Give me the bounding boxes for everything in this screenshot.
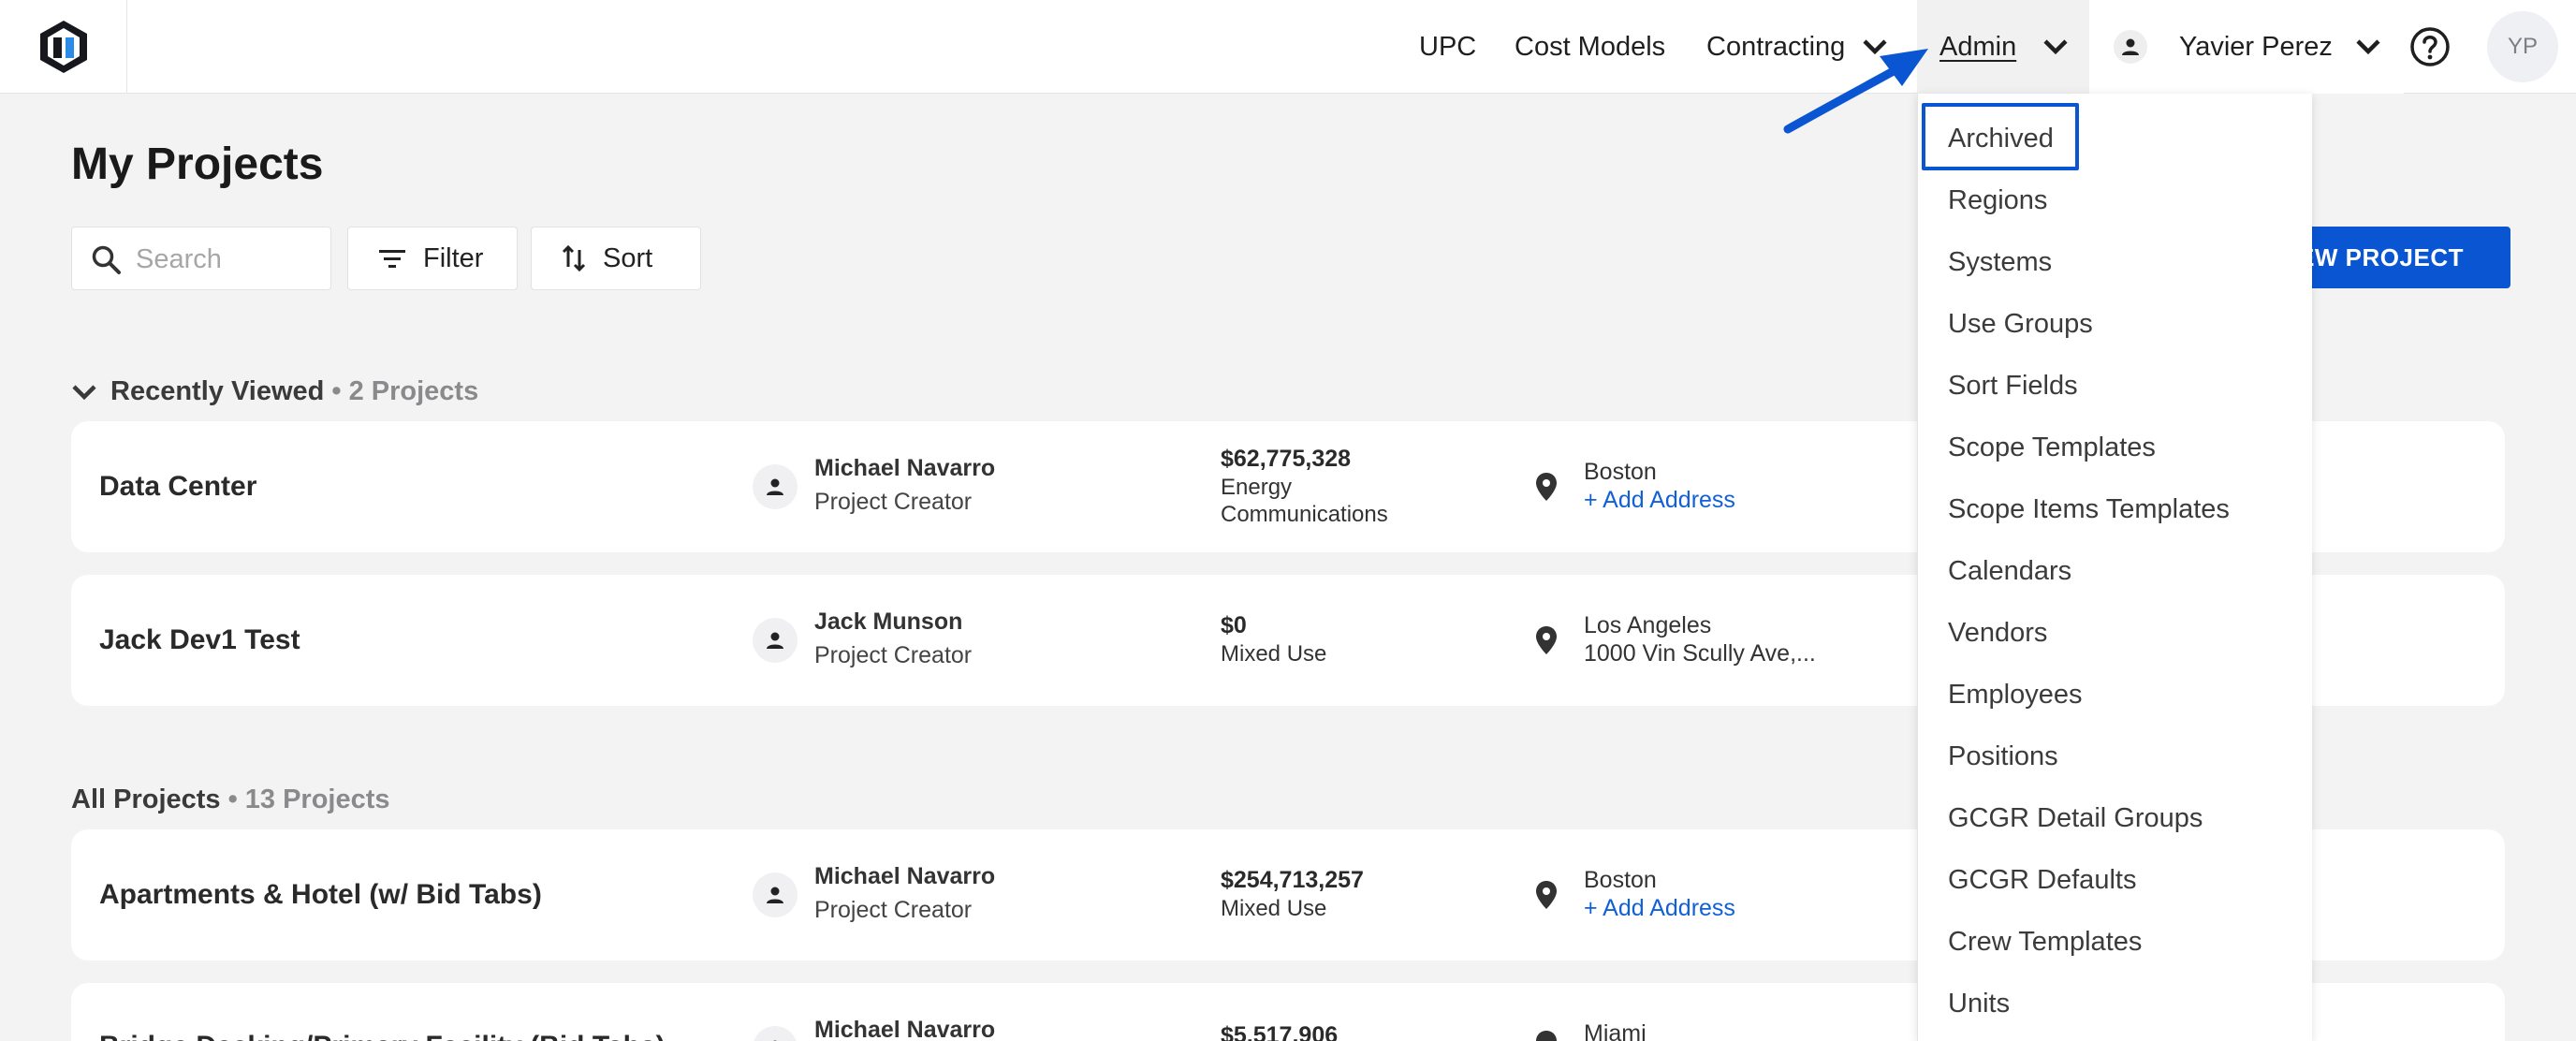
search-input[interactable]	[136, 241, 319, 278]
menu-item-systems[interactable]: Systems	[1948, 246, 2053, 277]
chevron-down-icon	[2355, 34, 2381, 65]
nav-upc-label: UPC	[1419, 31, 1477, 62]
menu-item-gcgr-detail-groups[interactable]: GCGR Detail Groups	[1948, 802, 2203, 833]
project-city: Miami	[1584, 1020, 1647, 1041]
nav-contracting-label: Contracting	[1706, 31, 1846, 62]
nav-contracting[interactable]: Contracting	[1706, 0, 1888, 94]
project-address: 1000 Vin Scully Ave,...	[1584, 640, 1816, 667]
sort-button[interactable]: Sort	[531, 227, 701, 290]
menu-item-regions[interactable]: Regions	[1948, 184, 2048, 215]
app-logo[interactable]	[0, 0, 127, 94]
menu-item-scope-items-templates[interactable]: Scope Items Templates	[1948, 493, 2230, 524]
new-project-label: EW PROJECT	[2298, 242, 2464, 271]
new-project-button[interactable]: EW PROJECT	[2265, 227, 2510, 288]
location-pin-icon	[1536, 473, 1557, 501]
project-type-line: Energy	[1221, 475, 1293, 500]
top-navigation-bar: UPC Cost Models Contracting Admin Yavier…	[0, 0, 2576, 94]
filter-icon	[379, 250, 405, 268]
help-icon[interactable]	[2409, 26, 2451, 67]
nav-cost-models-label: Cost Models	[1515, 31, 1666, 62]
menu-item-units[interactable]: Units	[1948, 988, 2011, 1019]
search-icon	[92, 245, 121, 274]
nav-admin[interactable]: Admin	[1917, 0, 2089, 94]
nav-cost-models[interactable]: Cost Models	[1515, 0, 1665, 94]
user-menu[interactable]: Yavier Perez	[2089, 0, 2404, 94]
user-icon	[753, 618, 798, 663]
project-city: Boston	[1584, 459, 1657, 485]
project-type: Mixed Use	[1221, 641, 1327, 667]
project-role: Project Creator	[814, 642, 973, 668]
menu-item-vendors[interactable]: Vendors	[1948, 617, 2048, 648]
menu-item-gcgr-defaults[interactable]: GCGR Defaults	[1948, 864, 2137, 895]
filter-button[interactable]: Filter	[347, 227, 518, 290]
project-amount: $5,517,906	[1221, 1022, 1339, 1041]
project-type-line: Communications	[1221, 502, 1388, 527]
project-city: Boston	[1584, 867, 1657, 893]
annotation-arrow-icon	[1783, 49, 1928, 134]
project-name: Apartments & Hotel (w/ Bid Tabs)	[99, 879, 542, 910]
menu-item-sort-fields[interactable]: Sort Fields	[1948, 370, 2078, 401]
project-amount: $254,713,257	[1221, 867, 1364, 893]
sort-label: Sort	[603, 242, 653, 273]
all-projects-label: All Projects	[71, 784, 221, 814]
menu-item-employees[interactable]: Employees	[1948, 679, 2083, 710]
project-amount: $0	[1221, 612, 1247, 638]
menu-item-use-groups[interactable]: Use Groups	[1948, 308, 2093, 339]
location-pin-icon	[1536, 1031, 1557, 1041]
logo-icon	[39, 21, 87, 73]
chevron-down-icon	[2042, 34, 2069, 65]
page-title: My Projects	[71, 139, 324, 189]
location-pin-icon	[1536, 881, 1557, 909]
search-box[interactable]	[71, 227, 331, 290]
all-projects-header: All Projects • 13 Projects	[71, 784, 390, 815]
user-icon	[753, 1026, 798, 1041]
add-address-link[interactable]: + Add Address	[1584, 487, 1735, 513]
menu-item-positions[interactable]: Positions	[1948, 740, 2058, 771]
add-address-link[interactable]: + Add Address	[1584, 895, 1735, 921]
user-icon	[2114, 30, 2147, 64]
project-role: Project Creator	[814, 489, 973, 515]
project-role: Project Creator	[814, 897, 973, 923]
menu-item-scope-templates[interactable]: Scope Templates	[1948, 432, 2156, 462]
filter-label: Filter	[423, 242, 484, 273]
nav-admin-label: Admin	[1939, 31, 2017, 62]
chevron-down-icon	[1862, 38, 1888, 55]
project-name: Bridge Decking/Primary Facility (Bid Tab…	[99, 1028, 666, 1041]
project-creator: Michael Navarro	[814, 1017, 996, 1041]
avatar-initials: YP	[2507, 34, 2538, 59]
recently-viewed-header[interactable]: Recently Viewed • 2 Projects	[71, 376, 478, 407]
menu-item-calendars[interactable]: Calendars	[1948, 555, 2072, 586]
user-icon	[753, 464, 798, 509]
user-name: Yavier Perez	[2179, 31, 2333, 62]
menu-item-archived[interactable]: Archived	[1948, 123, 2054, 154]
project-name: Data Center	[99, 471, 257, 502]
admin-dropdown-menu: Archived Regions Systems Use Groups Sort…	[1917, 94, 2312, 1041]
project-amount: $62,775,328	[1221, 446, 1352, 472]
project-city: Los Angeles	[1584, 612, 1712, 638]
menu-item-crew-templates[interactable]: Crew Templates	[1948, 926, 2143, 957]
all-projects-count: • 13 Projects	[227, 784, 390, 814]
recently-viewed-count: • 2 Projects	[331, 376, 479, 406]
nav-upc[interactable]: UPC	[1419, 0, 1476, 94]
avatar[interactable]: YP	[2487, 11, 2558, 82]
project-name: Jack Dev1 Test	[99, 624, 300, 655]
location-pin-icon	[1536, 626, 1557, 654]
project-creator: Michael Navarro	[814, 455, 996, 481]
sort-icon	[562, 244, 586, 272]
project-type: Energy Communications	[1221, 474, 1388, 528]
chevron-down-icon	[72, 384, 96, 400]
project-creator: Jack Munson	[814, 608, 963, 635]
recently-viewed-label: Recently Viewed	[110, 376, 325, 406]
project-creator: Michael Navarro	[814, 863, 996, 889]
project-type: Mixed Use	[1221, 896, 1327, 921]
user-icon	[753, 872, 798, 917]
